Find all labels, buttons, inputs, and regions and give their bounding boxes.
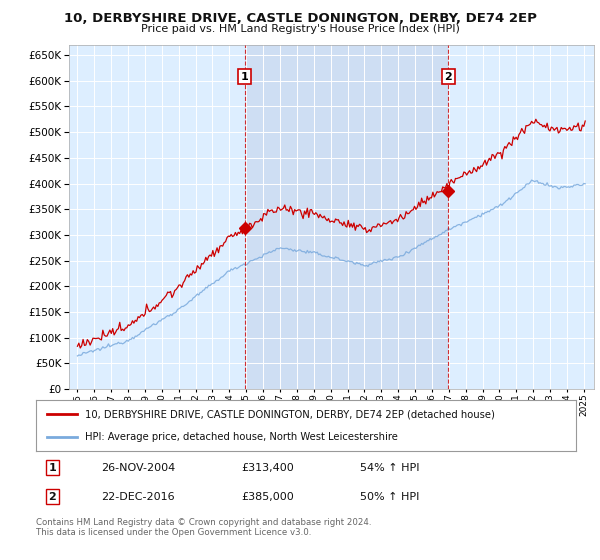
Text: 2: 2 [49,492,56,502]
Text: 10, DERBYSHIRE DRIVE, CASTLE DONINGTON, DERBY, DE74 2EP: 10, DERBYSHIRE DRIVE, CASTLE DONINGTON, … [64,12,536,25]
Text: £313,400: £313,400 [241,463,294,473]
Text: 1: 1 [241,72,248,82]
Text: 22-DEC-2016: 22-DEC-2016 [101,492,175,502]
Text: 1: 1 [49,463,56,473]
Text: 10, DERBYSHIRE DRIVE, CASTLE DONINGTON, DERBY, DE74 2EP (detached house): 10, DERBYSHIRE DRIVE, CASTLE DONINGTON, … [85,409,494,419]
Bar [245,45,448,389]
Text: 2: 2 [445,72,452,82]
Text: 50% ↑ HPI: 50% ↑ HPI [360,492,419,502]
Text: 26-NOV-2004: 26-NOV-2004 [101,463,175,473]
Text: HPI: Average price, detached house, North West Leicestershire: HPI: Average price, detached house, Nort… [85,432,397,442]
Text: Price paid vs. HM Land Registry's House Price Index (HPI): Price paid vs. HM Land Registry's House … [140,24,460,34]
Text: 54% ↑ HPI: 54% ↑ HPI [360,463,419,473]
Text: Contains HM Land Registry data © Crown copyright and database right 2024.
This d: Contains HM Land Registry data © Crown c… [36,518,371,538]
Text: £385,000: £385,000 [241,492,294,502]
